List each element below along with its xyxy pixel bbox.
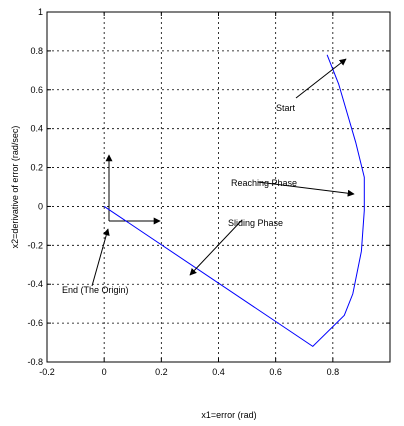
- x-tick-label: -0.2: [39, 367, 55, 377]
- y-tick-label: 0.4: [30, 124, 43, 134]
- grid-lines: [47, 12, 390, 362]
- y-tick-label: -0.8: [27, 357, 43, 367]
- annotation-start: Start: [276, 103, 296, 113]
- y-tick-label: 0.8: [30, 46, 43, 56]
- sliding-phase-arrow: [189, 219, 243, 276]
- trajectory-line: [103, 54, 365, 348]
- x-tick-label: 0.2: [155, 367, 168, 377]
- reaching-phase-arrow: [257, 181, 355, 197]
- y-tick-label: -0.6: [27, 318, 43, 328]
- x-tick-label: 0.6: [269, 367, 282, 377]
- x-axis-label: x1=error (rad): [201, 410, 256, 420]
- y-tick-label: 0.2: [30, 163, 43, 173]
- annotation-sliding-phase: Sliding Phase: [228, 218, 283, 228]
- y-tick-label: 0.6: [30, 85, 43, 95]
- y-tick-label: -0.2: [27, 240, 43, 250]
- end-origin-arrow: [91, 228, 110, 287]
- annotation-reaching-phase: Reaching Phase: [231, 178, 297, 188]
- axis-ticks: -0.2 0 0.2 0.4 0.6 0.8 -0.8 -0.6 -0.4 -0.2 0 0.2 0.4…: [27, 7, 390, 377]
- y-tick-label: 1: [38, 7, 43, 17]
- x-tick-label: 0.4: [212, 367, 225, 377]
- x-tick-label: 0: [102, 367, 107, 377]
- y-axis-label: x2=derivative of error (rad/sec): [10, 126, 20, 249]
- start-arrow: [295, 58, 347, 99]
- y-tick-label: -0.4: [27, 279, 43, 289]
- annotation-end-origin: End (The Origin): [62, 285, 129, 295]
- x-tick-label: 0.8: [327, 367, 340, 377]
- y-tick-label: 0: [38, 201, 43, 211]
